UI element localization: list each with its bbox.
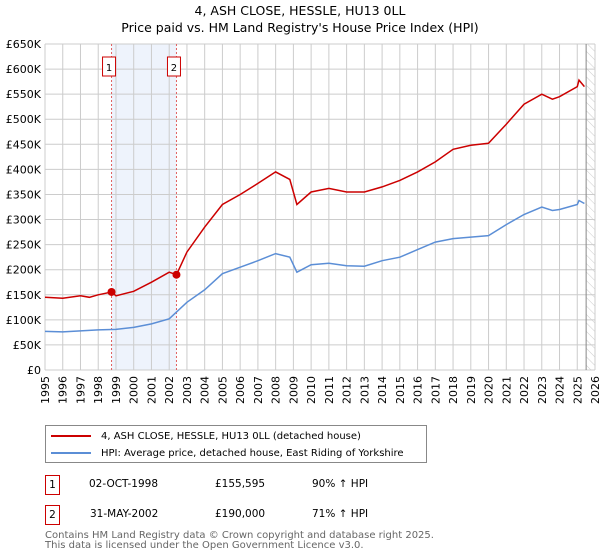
y-tick-label: £300K [6, 214, 42, 227]
x-tick-label: 2014 [376, 376, 389, 404]
x-tick-label: 2023 [536, 376, 549, 404]
transaction-price: £190,000 [215, 508, 266, 520]
sale-point [107, 287, 116, 296]
x-tick-label: 2004 [199, 376, 212, 404]
y-tick-label: £0 [27, 364, 41, 377]
y-tick-label: £450K [6, 138, 42, 151]
sale-marker-box [102, 56, 117, 77]
x-tick-label: 2017 [429, 376, 442, 404]
x-tick-label: 2008 [270, 376, 283, 404]
x-tick-label: 2011 [323, 376, 336, 404]
legend-item-hpi: HPI: Average price, detached house, East… [51, 445, 404, 461]
x-tick-label: 2005 [216, 376, 229, 404]
transaction-price: £155,595 [215, 478, 266, 490]
sale-marker-box [166, 56, 181, 77]
x-tick-label: 2007 [252, 376, 265, 404]
hpi-line [44, 199, 585, 333]
chart-title: 4, ASH CLOSE, HESSLE, HU13 0LL [194, 3, 406, 18]
y-tick-label: £400K [6, 163, 42, 176]
property-price-line [44, 78, 585, 300]
marker-badge: 1 [45, 475, 60, 495]
price-chart: 1995 1996 1997 1998 1999 2000 2001 2002 2003 2004… [6, 38, 600, 404]
legend-item-property: 4, ASH CLOSE, HESSLE, HU13 0LL (detached… [51, 428, 361, 444]
x-tick-label: 2026 [589, 376, 600, 404]
x-tick-label: 1999 [110, 376, 123, 404]
sale-point [172, 270, 181, 279]
x-tick-label: 1995 [39, 376, 52, 404]
x-tick-label: 2024 [554, 376, 567, 404]
transaction-hpi: 71% ↑ HPI [312, 508, 369, 520]
y-tick-label: £150K [6, 289, 42, 302]
x-tick-label: 1997 [74, 376, 87, 404]
y-tick-label: £550K [6, 88, 42, 101]
legend-line-blue [51, 452, 91, 454]
legend-label: HPI: Average price, detached house, East… [101, 447, 404, 459]
y-tick-label: £200K [6, 264, 42, 277]
x-tick-label: 2018 [447, 376, 460, 404]
x-tick-label: 2019 [465, 376, 478, 404]
sale-marker-label: 2 [171, 63, 177, 74]
footer-line: Contains HM Land Registry data © Crown c… [45, 530, 434, 541]
legend: 4, ASH CLOSE, HESSLE, HU13 0LL (detached… [45, 425, 427, 463]
y-tick-label: £500K [6, 113, 42, 126]
footer: Contains HM Land Registry data © Crown c… [45, 531, 434, 551]
transaction-date: 31-MAY-2002 [90, 508, 159, 520]
y-tick-label: £600K [6, 63, 42, 76]
x-tick-label: 2025 [571, 376, 584, 404]
sale-marker-label: 1 [106, 63, 112, 74]
x-tick-label: 2016 [412, 376, 425, 404]
transaction-row: 2 31-MAY-2002 £190,000 71% ↑ HPI [45, 505, 465, 525]
y-tick-label: £50K [13, 339, 42, 352]
future-hatch [586, 44, 595, 370]
chart-subtitle: Price paid vs. HM Land Registry's House … [121, 20, 479, 35]
footer-line: This data is licensed under the Open Gov… [45, 540, 364, 551]
x-tick-label: 2015 [394, 376, 407, 404]
legend-label: 4, ASH CLOSE, HESSLE, HU13 0LL (detached… [101, 430, 361, 442]
y-tick-label: £350K [6, 188, 42, 201]
y-tick-label: £250K [6, 239, 42, 252]
x-tick-label: 1996 [57, 376, 70, 404]
x-tick-label: 2013 [358, 376, 371, 404]
x-tick-label: 2001 [145, 376, 158, 404]
x-tick-label: 2009 [287, 376, 300, 404]
transaction-row: 1 02-OCT-1998 £155,595 90% ↑ HPI [45, 475, 465, 495]
x-tick-label: 2012 [341, 376, 354, 404]
x-tick-label: 2002 [163, 376, 176, 404]
x-tick-label: 2000 [128, 376, 141, 404]
x-tick-label: 2021 [500, 376, 513, 404]
y-tick-label: £100K [6, 314, 42, 327]
transaction-date: 02-OCT-1998 [89, 478, 158, 490]
marker-badge: 2 [45, 505, 60, 525]
legend-line-red [51, 435, 91, 437]
x-tick-label: 2022 [518, 376, 531, 404]
x-tick-label: 1998 [92, 376, 105, 404]
x-tick-label: 2006 [234, 376, 247, 404]
x-tick-label: 2010 [305, 376, 318, 404]
x-tick-label: 2020 [483, 376, 496, 404]
transaction-hpi: 90% ↑ HPI [312, 478, 369, 490]
x-tick-label: 2003 [181, 376, 194, 404]
y-tick-label: £650K [6, 38, 42, 51]
ownership-shade [111, 44, 177, 370]
